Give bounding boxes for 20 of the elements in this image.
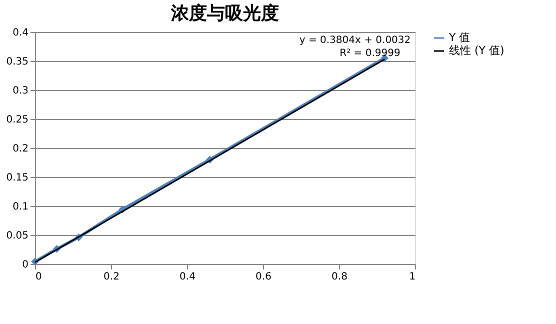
x-tick-label: 0.4 <box>180 272 196 282</box>
y-tick-label: 0.1 <box>12 202 28 212</box>
y-tick-label: 0 <box>22 260 28 270</box>
chart-title: 浓度与吸光度 <box>170 3 279 24</box>
y-tick-label: 0.35 <box>6 56 28 68</box>
x-tick-label: 0.2 <box>104 272 120 282</box>
annotation: y = 0.3804x + 0.0032 <box>299 35 411 46</box>
y-tick-label: 0.3 <box>12 86 28 96</box>
x-tick-label: 0.6 <box>256 272 272 282</box>
legend-label: Y 值 <box>448 31 470 44</box>
annotation: R² = 0.9999 <box>340 48 400 59</box>
x-tick-label: 0.8 <box>332 272 348 282</box>
x-tick-label: 0 <box>36 272 42 282</box>
y-tick-label: 0.15 <box>6 172 28 184</box>
y-tick-label: 0.25 <box>6 114 28 126</box>
legend-label: 线性 (Y 值) <box>449 44 504 57</box>
x-tick-label: 1 <box>409 272 416 282</box>
y-tick-label: 0.2 <box>12 144 28 154</box>
y-tick-label: 0.4 <box>12 28 28 38</box>
y-tick-label: 0.05 <box>6 230 28 242</box>
